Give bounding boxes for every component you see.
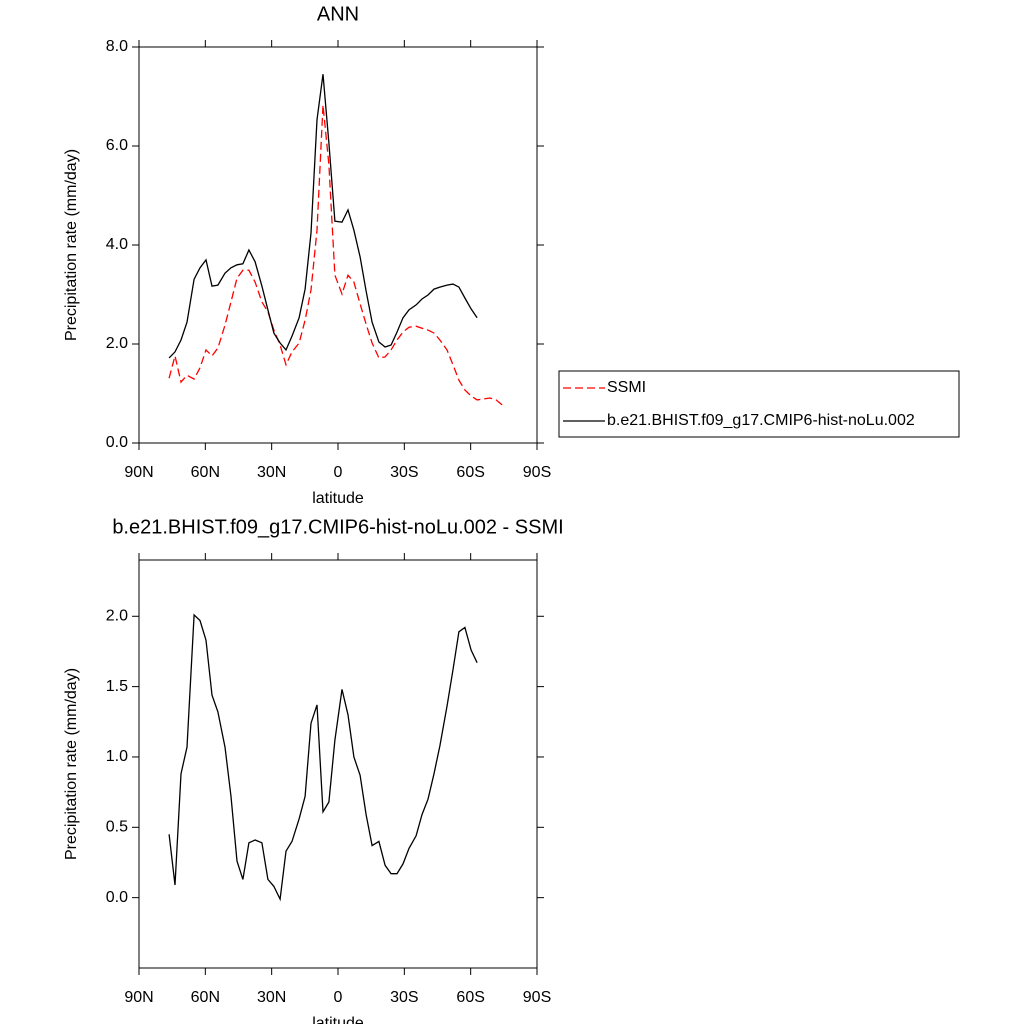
legend-box [558,370,960,438]
plot-frame [138,46,538,444]
data-line [168,74,478,359]
data-line [168,613,478,902]
y-tick-label: 6.0 [106,137,128,154]
y-tick-label: 1.5 [106,678,128,695]
x-tick-label: 60S [456,464,484,481]
y-tick-label: 0.5 [106,819,128,836]
y-tick-label: 0.0 [106,889,128,906]
y-tick-label: 4.0 [106,236,128,253]
x-tick-label: 90S [523,989,551,1006]
x-tick-label: 60S [456,989,484,1006]
y-tick-label: 0.0 [106,434,128,451]
x-tick-label: 60N [191,464,220,481]
x-tick-label: 30S [390,464,418,481]
legend-label: SSMI [607,379,646,396]
x-tick-label: 30S [390,989,418,1006]
x-tick-label: 30N [257,989,286,1006]
chart-title: b.e21.BHIST.f09_g17.CMIP6-hist-noLu.002 … [112,516,563,538]
x-axis-label: latitude [312,490,364,507]
legend-label: b.e21.BHIST.f09_g17.CMIP6-hist-noLu.002 [607,412,915,429]
chart-title: ANN [317,3,359,25]
y-axis-label: Precipitation rate (mm/day) [63,149,80,341]
y-tick-label: 8.0 [106,38,128,55]
y-axis-label: Precipitation rate (mm/day) [63,668,80,860]
plot-frame [138,559,538,969]
x-tick-label: 90N [124,464,153,481]
x-tick-label: 30N [257,464,286,481]
y-tick-label: 2.0 [106,607,128,624]
x-axis-label: latitude [312,1015,364,1024]
x-tick-label: 90S [523,464,551,481]
y-tick-label: 1.0 [106,748,128,765]
y-tick-label: 2.0 [106,335,128,352]
x-tick-label: 0 [334,464,343,481]
x-tick-label: 0 [334,989,343,1006]
data-line [168,104,503,406]
x-tick-label: 60N [191,989,220,1006]
x-tick-label: 90N [124,989,153,1006]
